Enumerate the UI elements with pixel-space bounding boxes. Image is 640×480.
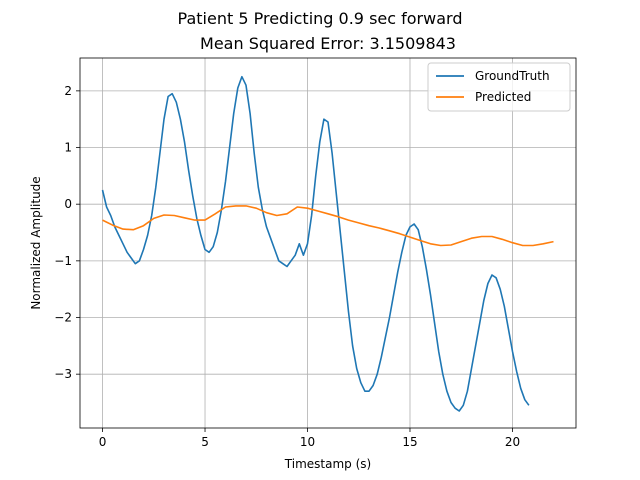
x-tick-label: 0 [99,435,107,449]
legend-box [427,62,571,112]
x-axis-label: Timestamp (s) [284,457,371,471]
series-line-groundtruth [101,75,530,412]
axes-frame [79,57,577,429]
y-tick-label: 0 [64,197,72,211]
chart-title: Patient 5 Predicting 0.9 sec forward [178,9,463,28]
y-tick-label: 1 [64,141,72,155]
y-axis-label: Normalized Amplitude [29,176,43,309]
x-tick-label: 5 [201,435,209,449]
y-tick-label: −3 [54,367,72,381]
chart-subtitle: Mean Squared Error: 3.1509843 [200,34,456,53]
legend-label-groundtruth: GroundTruth [475,69,550,83]
series-layer [101,75,554,412]
legend-label-predicted: Predicted [475,90,531,104]
legend: GroundTruth Predicted [427,62,571,112]
y-tick-label: 2 [64,84,72,98]
x-tick-label: 15 [402,435,417,449]
x-tick-label: 10 [300,435,315,449]
series-line-predicted [102,205,554,247]
y-tick-label: −1 [54,254,72,268]
ticks: 0 5 10 15 20 −3 −2 −1 0 1 2 [54,84,520,449]
x-tick-label: 20 [505,435,520,449]
y-tick-label: −2 [54,311,72,325]
